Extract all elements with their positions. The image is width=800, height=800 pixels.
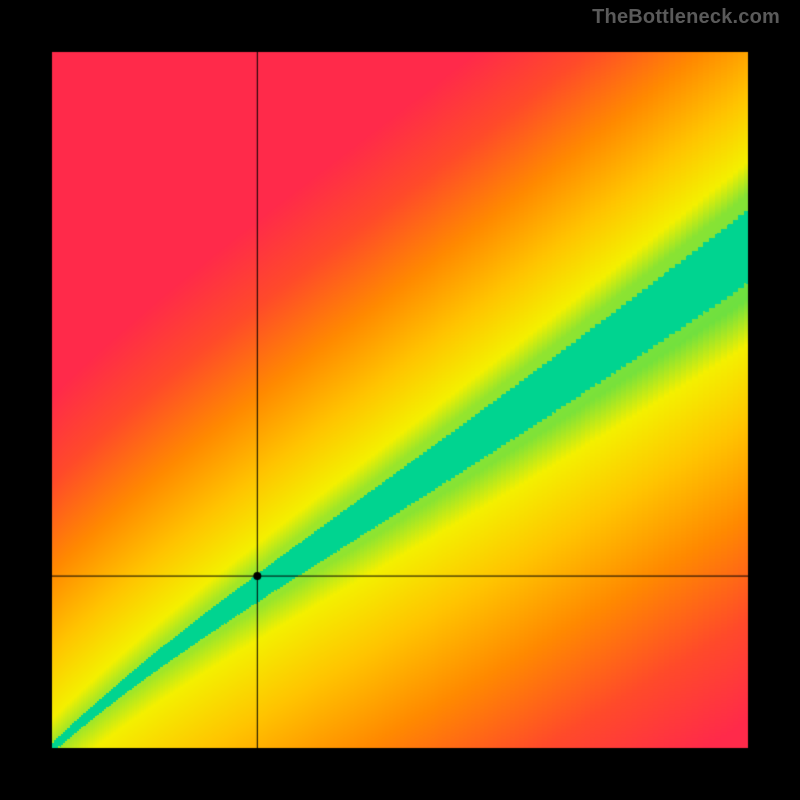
chart-container: TheBottleneck.com xyxy=(0,0,800,800)
heatmap-canvas xyxy=(0,0,800,800)
watermark-text: TheBottleneck.com xyxy=(592,6,780,29)
